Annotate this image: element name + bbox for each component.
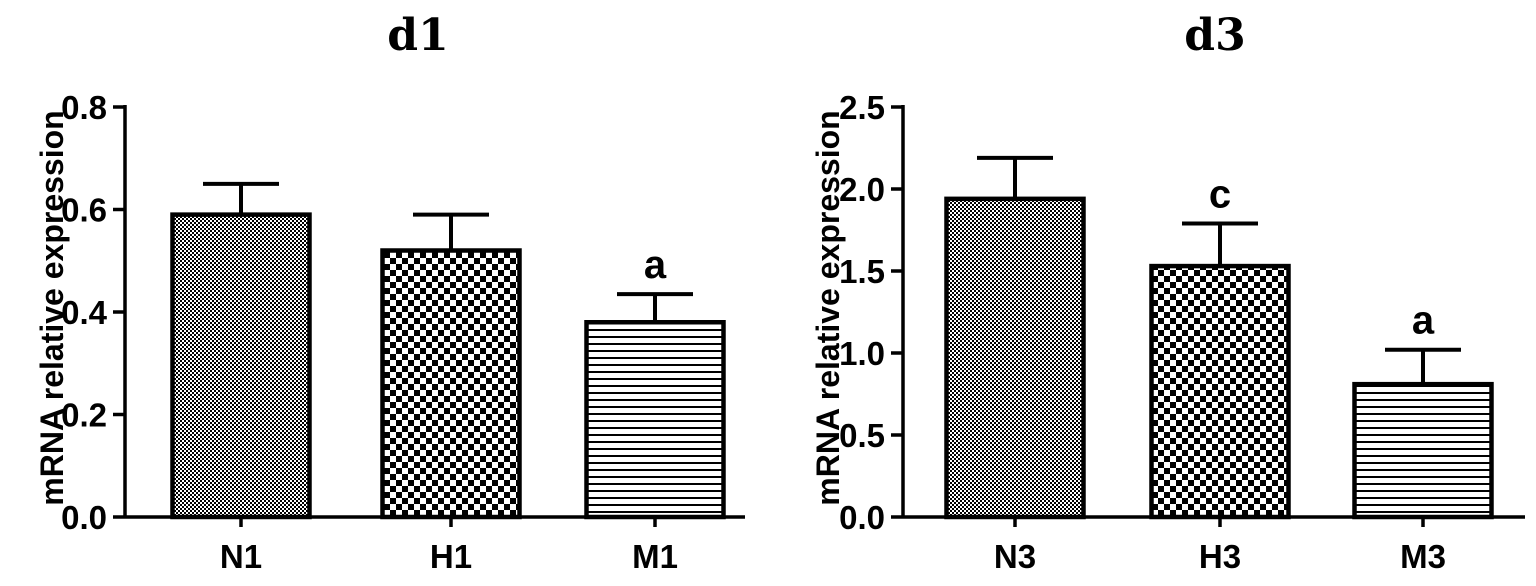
x-tick-label: M1 (632, 538, 678, 575)
significance-label: a (644, 243, 667, 287)
bar-m1 (584, 320, 726, 520)
x-tick-label: N1 (220, 538, 262, 575)
chart-title: d3 (1184, 10, 1245, 61)
y-tick-label: 0.0 (839, 499, 885, 536)
y-tick-label: 2.5 (839, 89, 885, 126)
x-tick-label: H3 (1199, 538, 1241, 575)
y-tick-label: 2.0 (839, 171, 885, 208)
y-tick-label: 0.0 (61, 499, 107, 536)
bar-h3 (1149, 263, 1291, 520)
bar-n1 (170, 212, 312, 520)
x-tick-label: N3 (994, 538, 1036, 575)
y-tick-label: 1.0 (839, 335, 885, 372)
y-axis-label: mRNA relative expression (810, 110, 846, 505)
chart-title: d1 (387, 10, 448, 61)
y-axis-label: mRNA relative expression (34, 110, 70, 505)
y-tick-label: 0.6 (61, 192, 107, 229)
significance-label: a (1412, 299, 1435, 343)
bar-h1 (380, 248, 522, 520)
y-tick-label: 0.2 (61, 397, 107, 434)
y-tick-label: 0.5 (839, 417, 885, 454)
y-tick-label: 1.5 (839, 253, 885, 290)
x-tick-label: H1 (430, 538, 472, 575)
significance-label: c (1209, 172, 1231, 216)
bar-n3 (944, 196, 1086, 520)
bar-m3 (1352, 381, 1494, 520)
y-tick-label: 0.8 (61, 89, 107, 126)
y-tick-label: 0.4 (61, 294, 108, 331)
x-tick-label: M3 (1400, 538, 1446, 575)
